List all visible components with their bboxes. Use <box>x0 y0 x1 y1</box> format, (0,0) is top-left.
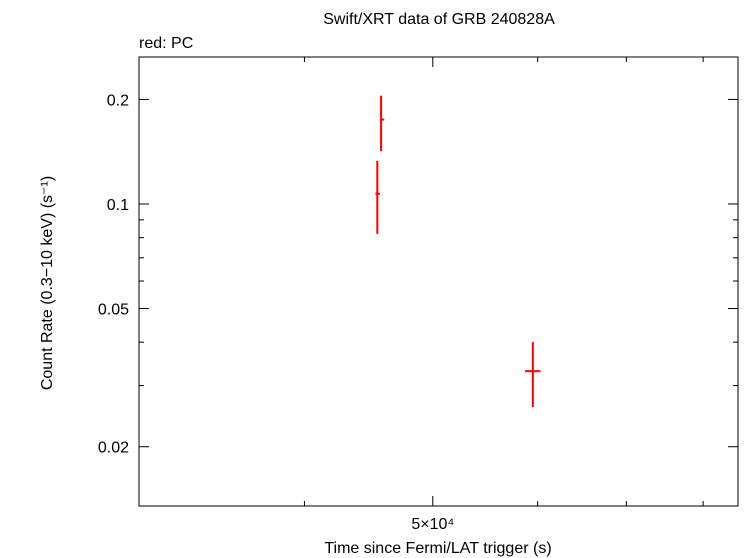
y-tick-label: 0.02 <box>98 440 129 457</box>
ticks-layer <box>139 57 738 506</box>
x-tick-label: 5×10⁴ <box>411 516 454 533</box>
data-point <box>375 160 380 234</box>
data-point <box>525 342 541 408</box>
chart-subtitle: red: PC <box>139 35 193 52</box>
x-axis-label: Time since Fermi/LAT trigger (s) <box>324 540 551 557</box>
plot-frame <box>138 56 739 507</box>
data-point <box>379 95 385 152</box>
y-tick-label: 0.05 <box>98 302 129 319</box>
tick-labels-layer: 0.2 0.1 0.05 0.02 5×10⁴ <box>98 92 455 533</box>
y-tick-label: 0.2 <box>107 92 129 109</box>
y-axis-label: Count Rate (0.3−10 keV) (s⁻¹) <box>39 176 56 390</box>
data-points-layer <box>375 95 541 408</box>
y-tick-label: 0.1 <box>107 197 129 214</box>
chart-title: Swift/XRT data of GRB 240828A <box>323 11 555 28</box>
